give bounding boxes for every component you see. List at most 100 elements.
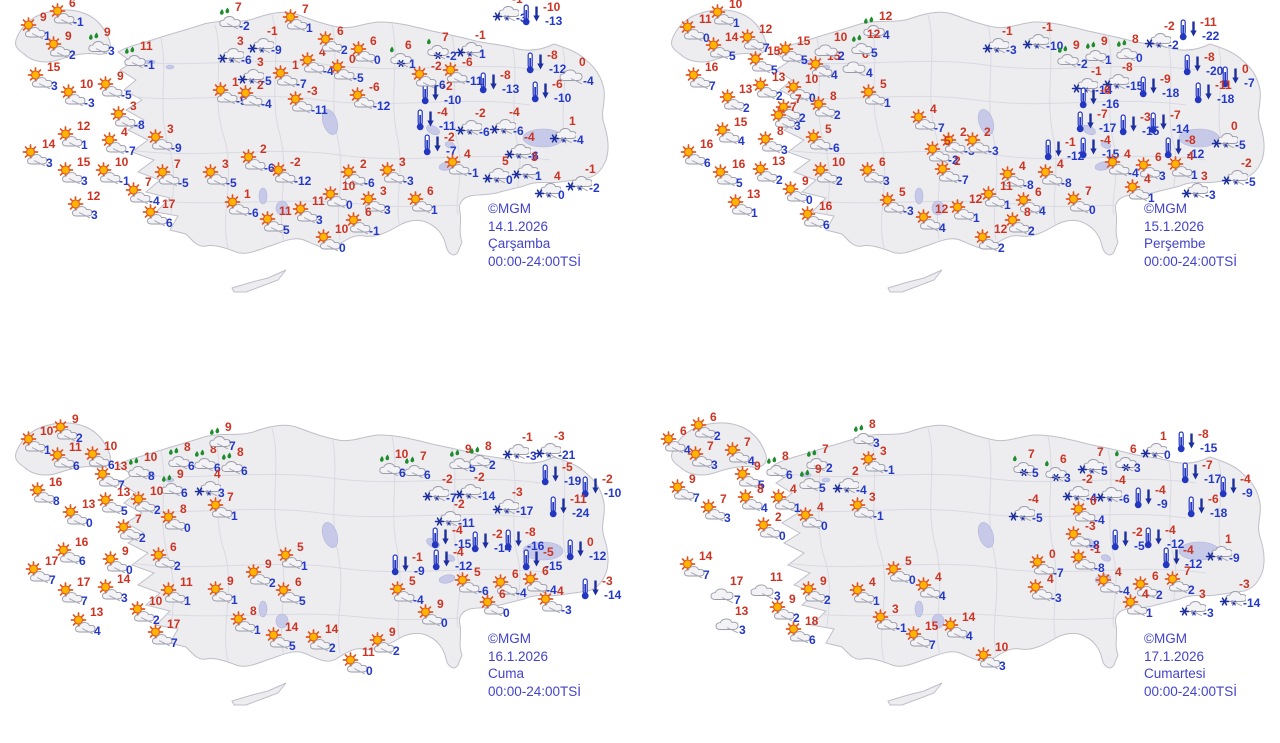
high-temperature: 0	[349, 52, 356, 66]
high-temperature: 3	[399, 155, 406, 169]
high-temperature: 1	[1160, 429, 1167, 443]
high-temperature: 13	[114, 459, 128, 473]
low-temperature: -7	[934, 121, 945, 135]
low-temperature: 7	[229, 439, 236, 453]
high-temperature: -6	[462, 55, 473, 69]
high-temperature: 16	[705, 60, 719, 74]
high-temperature: -1	[1090, 542, 1101, 556]
low-temperature: 2	[1188, 583, 1195, 597]
low-temperature: 3	[883, 174, 890, 188]
low-temperature: -9	[271, 43, 282, 57]
high-temperature: 10	[104, 439, 118, 453]
low-temperature: -15	[1200, 441, 1218, 455]
low-temperature: 7	[49, 573, 56, 587]
high-temperature: 0	[1090, 494, 1097, 508]
high-temperature: -5	[562, 460, 573, 474]
low-temperature: 1	[794, 501, 801, 515]
high-temperature: 15	[797, 34, 811, 48]
low-temperature: 1	[751, 206, 758, 220]
high-temperature: 11	[279, 204, 292, 218]
forecast-day: Perşembe	[1144, 236, 1206, 251]
low-temperature: 3	[108, 44, 115, 58]
high-temperature: 12	[994, 222, 1008, 236]
low-temperature: -3	[84, 96, 95, 110]
low-temperature: 0	[703, 31, 710, 45]
low-temperature: 3	[1159, 169, 1166, 183]
high-temperature: 11	[180, 575, 193, 589]
low-temperature: 3	[51, 79, 58, 93]
low-temperature: -8	[1094, 561, 1105, 575]
high-temperature: 11	[69, 440, 82, 454]
low-temperature: 5	[729, 49, 736, 63]
high-temperature: -1	[522, 430, 533, 444]
low-temperature: 0	[558, 188, 565, 202]
high-temperature: 12	[759, 22, 773, 36]
high-temperature: 8	[869, 417, 876, 431]
low-temperature: -12	[549, 62, 567, 76]
low-temperature: -3	[1203, 606, 1214, 620]
high-temperature: 6	[680, 424, 687, 438]
high-temperature: 4	[817, 500, 824, 514]
low-temperature: 4	[966, 629, 973, 643]
low-temperature: 1	[1146, 606, 1153, 620]
high-temperature: 10	[150, 484, 164, 498]
map-caption: ©MGM 17.1.2026 Cumartesi 00:00-24:00TSİ	[1144, 630, 1237, 700]
high-temperature: 17	[162, 197, 176, 211]
high-temperature: -1	[1065, 135, 1076, 149]
high-temperature: -4	[1183, 543, 1194, 557]
high-temperature: -8	[1122, 60, 1133, 74]
low-temperature: 1	[254, 623, 261, 637]
low-temperature: 5	[1032, 466, 1039, 480]
high-temperature: -4	[1115, 473, 1126, 487]
low-temperature: -12	[589, 549, 607, 563]
high-temperature: 1	[232, 75, 239, 89]
low-temperature: 5	[819, 481, 826, 495]
high-temperature: 13	[747, 187, 761, 201]
low-temperature: 2	[793, 611, 800, 625]
high-temperature: 13	[772, 70, 786, 84]
high-temperature: -2	[444, 130, 455, 144]
low-temperature: -4	[546, 583, 557, 597]
low-temperature: 7	[693, 491, 700, 505]
low-temperature: -12	[1067, 149, 1085, 163]
high-temperature: 8	[1024, 205, 1031, 219]
high-temperature: 8	[210, 442, 217, 456]
low-temperature: 0	[1164, 448, 1171, 462]
high-temperature: 4	[869, 575, 876, 589]
low-temperature: -18	[1210, 506, 1228, 520]
copyright-text: ©MGM	[488, 631, 531, 646]
high-temperature: -2	[1082, 472, 1093, 486]
low-temperature: 3	[794, 119, 801, 133]
low-temperature: -5	[261, 74, 272, 88]
high-temperature: 7	[790, 100, 797, 114]
high-temperature: 8	[757, 482, 764, 496]
high-temperature: -2	[1241, 156, 1252, 170]
high-temperature: 7	[1184, 564, 1191, 578]
high-temperature: 1	[292, 58, 299, 72]
low-temperature: -5	[236, 94, 247, 108]
high-temperature: -1	[1002, 24, 1013, 38]
low-temperature: -10	[444, 93, 462, 107]
low-temperature: 6	[704, 156, 711, 170]
high-temperature: -2	[475, 106, 486, 120]
high-temperature: 10	[995, 640, 1009, 654]
low-temperature: 7	[171, 636, 178, 650]
high-temperature: 10	[805, 72, 819, 86]
low-temperature: -5	[1245, 175, 1256, 189]
high-temperature: 7	[744, 435, 751, 449]
high-temperature: 7	[420, 449, 427, 463]
high-temperature: -9	[1160, 72, 1171, 86]
low-temperature: -6	[829, 141, 840, 155]
low-temperature: 2	[393, 644, 400, 658]
low-temperature: 4	[883, 28, 890, 42]
forecast-date: 14.1.2026	[488, 218, 549, 234]
high-temperature: 9	[72, 412, 79, 426]
low-temperature: -12	[373, 99, 391, 113]
high-temperature: -2	[290, 155, 301, 169]
low-temperature: -2	[589, 181, 600, 195]
low-temperature: -13	[502, 82, 520, 96]
high-temperature: 9	[104, 25, 111, 39]
high-temperature: 12	[87, 189, 101, 203]
low-temperature: 0	[86, 516, 93, 530]
low-temperature: -24	[572, 506, 590, 520]
